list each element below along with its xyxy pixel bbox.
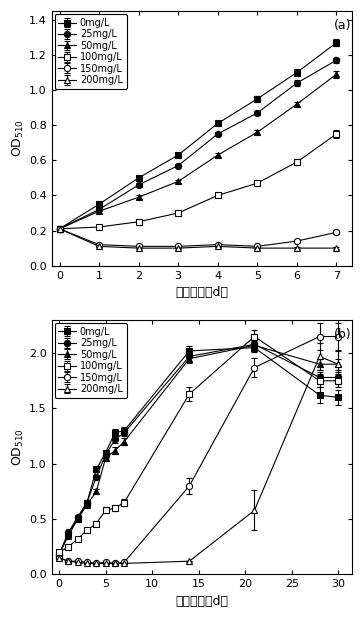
X-axis label: 培养时间（d）: 培养时间（d） xyxy=(175,286,228,299)
Text: (b): (b) xyxy=(334,327,352,340)
Legend: 0mg/L, 25mg/L, 50mg/L, 100mg/L, 150mg/L, 200mg/L: 0mg/L, 25mg/L, 50mg/L, 100mg/L, 150mg/L,… xyxy=(55,323,127,398)
X-axis label: 培养时间（d）: 培养时间（d） xyxy=(175,595,228,608)
Y-axis label: OD$_{510}$: OD$_{510}$ xyxy=(11,428,26,466)
Legend: 0mg/L, 25mg/L, 50mg/L, 100mg/L, 150mg/L, 200mg/L: 0mg/L, 25mg/L, 50mg/L, 100mg/L, 150mg/L,… xyxy=(55,14,127,89)
Y-axis label: OD$_{510}$: OD$_{510}$ xyxy=(11,119,26,157)
Text: (a): (a) xyxy=(334,19,352,32)
